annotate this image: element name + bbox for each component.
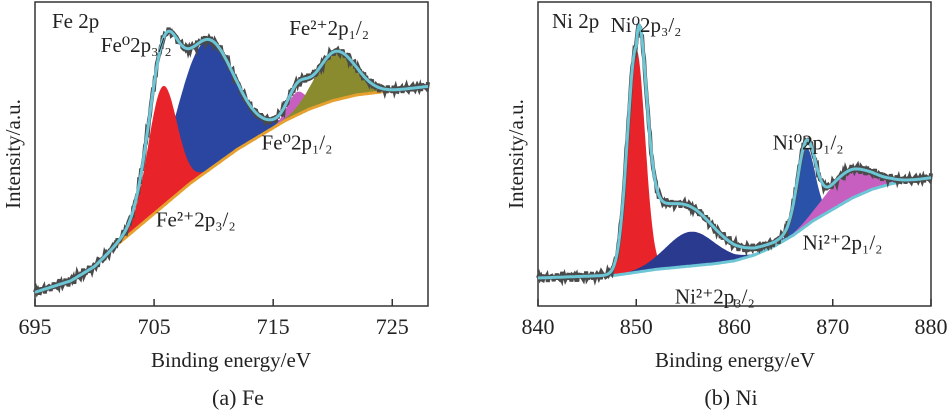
peak-annotation: Fe⁰2p₃/₂ <box>101 33 172 57</box>
fe-x-ticks: 695 705 715 725 <box>19 299 409 339</box>
x-tick-label: 880 <box>915 314 948 339</box>
fe-peak-annotations: Fe⁰2p₃/₂ Fe²⁺2p₃/₂ Fe⁰2p₁/₂ Fe²⁺2p₁/₂ <box>101 16 369 232</box>
x-tick-label: 840 <box>522 314 555 339</box>
peak-annotation: Fe²⁺2p₁/₂ <box>289 16 369 40</box>
peak-annotation: Fe⁰2p₁/₂ <box>262 130 333 154</box>
fe-x-axis-label: Binding energy/eV <box>151 348 311 372</box>
component-peak-2 <box>620 231 760 275</box>
fe-caption: (a) Fe <box>212 385 264 410</box>
ni-peak-annotations: Ni⁰2p₃/₂ Ni⁰2p₁/₂ Ni²⁺2p₁/₂ Ni²⁺2p₃/₂ <box>611 13 883 309</box>
component-peak-4 <box>275 51 395 127</box>
peak-annotation: Ni⁰2p₁/₂ <box>773 130 844 154</box>
fe-y-axis-label: Intensity/a.u. <box>1 99 25 209</box>
ni-2p-panel: 840 850 860 870 880 Ni⁰2p₃/₂ Ni⁰2p₁/₂ Ni²⁺2p₁/… <box>504 1 948 410</box>
peak-annotation: Ni⁰2p₃/₂ <box>611 13 682 37</box>
x-tick-label: 715 <box>257 314 290 339</box>
component-peak-3 <box>778 148 834 244</box>
peak-annotation: Ni²⁺2p₁/₂ <box>803 230 883 254</box>
x-tick-label: 695 <box>19 314 52 339</box>
x-tick-label: 725 <box>376 314 409 339</box>
fe-component-fills <box>110 40 395 252</box>
peak-annotation: Ni²⁺2p₃/₂ <box>675 285 755 309</box>
ni-caption: (b) Ni <box>704 385 757 410</box>
fe-plot-frame <box>34 1 429 307</box>
peak-annotation: Fe²⁺2p₃/₂ <box>156 208 236 232</box>
ni-y-axis-label: Intensity/a.u. <box>504 99 528 209</box>
component-peak-2 <box>116 85 209 246</box>
x-tick-label: 870 <box>816 314 849 339</box>
ni-fit-envelope <box>537 22 932 280</box>
x-tick-label: 705 <box>138 314 171 339</box>
fe-panel-label: Fe 2p <box>52 9 99 33</box>
ni-x-ticks: 840 850 860 870 880 <box>522 299 948 339</box>
ni-x-axis-label: Binding energy/eV <box>655 348 815 372</box>
ni-background-curve <box>537 176 932 280</box>
fe-fit-envelope <box>34 29 429 294</box>
component-peak-1 <box>605 49 667 276</box>
ni-component-fills <box>605 49 914 276</box>
ni-panel-label: Ni 2p <box>552 9 599 33</box>
x-tick-label: 850 <box>620 314 653 339</box>
fe-2p-panel: 695 705 715 725 Fe⁰2p₃/₂Fe²⁺2p₃/₂Fe⁰2p₁/₂Fe… <box>1 1 430 410</box>
component-peak-4 <box>781 169 914 242</box>
x-tick-label: 860 <box>718 314 751 339</box>
